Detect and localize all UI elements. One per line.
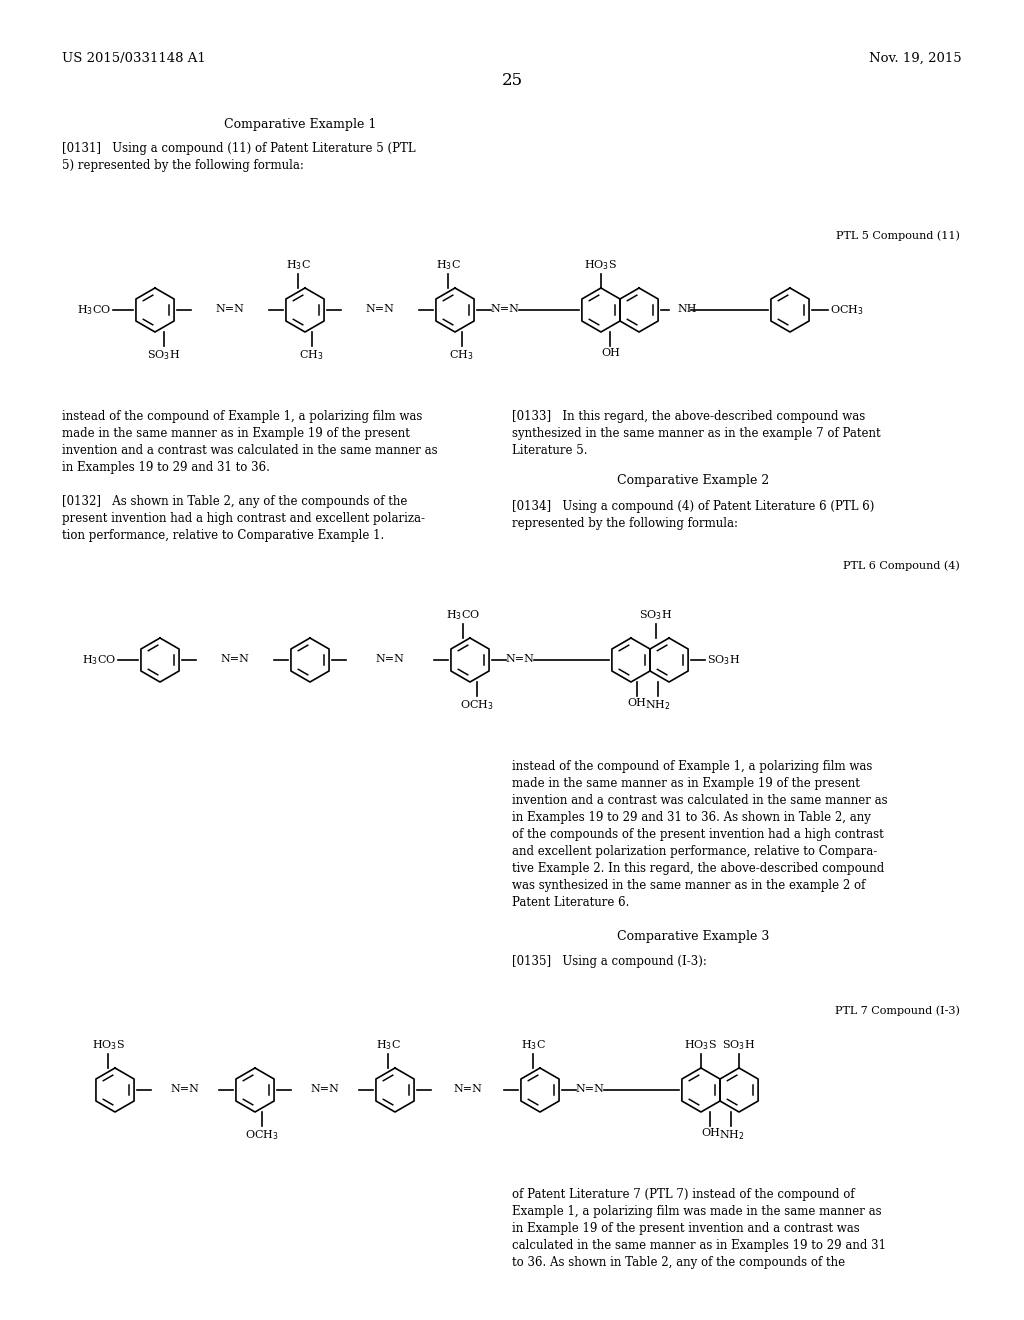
Text: H$_3$CO: H$_3$CO <box>82 653 116 667</box>
Text: CH$_3$: CH$_3$ <box>450 348 474 362</box>
Text: PTL 7 Compound (I-3): PTL 7 Compound (I-3) <box>836 1005 961 1015</box>
Text: [0131]   Using a compound (11) of Patent Literature 5 (PTL
5) represented by the: [0131] Using a compound (11) of Patent L… <box>62 143 416 172</box>
Text: SO$_3$H: SO$_3$H <box>639 609 673 622</box>
Text: Comparative Example 3: Comparative Example 3 <box>616 931 769 942</box>
Text: N=N: N=N <box>310 1084 339 1094</box>
Text: HO$_3$S: HO$_3$S <box>684 1039 718 1052</box>
Text: OCH$_3$: OCH$_3$ <box>460 698 494 711</box>
Text: N=N: N=N <box>366 304 394 314</box>
Text: CH$_3$: CH$_3$ <box>299 348 324 362</box>
Text: SO$_3$H: SO$_3$H <box>707 653 740 667</box>
Text: [0133]   In this regard, the above-described compound was
synthesized in the sam: [0133] In this regard, the above-describ… <box>512 411 881 457</box>
Text: 25: 25 <box>502 73 522 88</box>
Text: NH$_2$: NH$_2$ <box>645 698 671 711</box>
Text: N=N: N=N <box>171 1084 200 1094</box>
Text: OH: OH <box>601 348 620 358</box>
Text: H$_3$C: H$_3$C <box>436 259 461 272</box>
Text: OCH$_3$: OCH$_3$ <box>830 304 863 317</box>
Text: NH: NH <box>677 304 696 314</box>
Text: US 2015/0331148 A1: US 2015/0331148 A1 <box>62 51 206 65</box>
Text: instead of the compound of Example 1, a polarizing film was
made in the same man: instead of the compound of Example 1, a … <box>512 760 888 909</box>
Text: instead of the compound of Example 1, a polarizing film was
made in the same man: instead of the compound of Example 1, a … <box>62 411 437 474</box>
Text: [0132]   As shown in Table 2, any of the compounds of the
present invention had : [0132] As shown in Table 2, any of the c… <box>62 495 425 543</box>
Text: Comparative Example 1: Comparative Example 1 <box>224 117 376 131</box>
Text: PTL 6 Compound (4): PTL 6 Compound (4) <box>843 560 961 570</box>
Text: H$_3$CO: H$_3$CO <box>77 304 111 317</box>
Text: Nov. 19, 2015: Nov. 19, 2015 <box>869 51 962 65</box>
Text: H$_3$CO: H$_3$CO <box>446 609 480 622</box>
Text: Comparative Example 2: Comparative Example 2 <box>616 474 769 487</box>
Text: N=N: N=N <box>216 304 245 314</box>
Text: NH$_2$: NH$_2$ <box>719 1129 744 1142</box>
Text: N=N: N=N <box>220 653 250 664</box>
Text: N=N: N=N <box>490 304 519 314</box>
Text: PTL 5 Compound (11): PTL 5 Compound (11) <box>837 230 961 240</box>
Text: OCH$_3$: OCH$_3$ <box>245 1129 279 1142</box>
Text: N=N: N=N <box>575 1084 604 1094</box>
Text: [0135]   Using a compound (I-3):: [0135] Using a compound (I-3): <box>512 954 707 968</box>
Text: OH: OH <box>701 1129 720 1138</box>
Text: SO$_3$H: SO$_3$H <box>147 348 180 362</box>
Text: H$_3$C: H$_3$C <box>376 1039 400 1052</box>
Text: N=N: N=N <box>506 653 535 664</box>
Text: of Patent Literature 7 (PTL 7) instead of the compound of
Example 1, a polarizin: of Patent Literature 7 (PTL 7) instead o… <box>512 1188 886 1269</box>
Text: H$_3$C: H$_3$C <box>521 1039 546 1052</box>
Text: HO$_3$S: HO$_3$S <box>585 259 617 272</box>
Text: HO$_3$S: HO$_3$S <box>92 1039 125 1052</box>
Text: N=N: N=N <box>453 1084 482 1094</box>
Text: SO$_3$H: SO$_3$H <box>723 1039 756 1052</box>
Text: OH: OH <box>628 698 646 708</box>
Text: N=N: N=N <box>376 653 404 664</box>
Text: [0134]   Using a compound (4) of Patent Literature 6 (PTL 6)
represented by the : [0134] Using a compound (4) of Patent Li… <box>512 500 874 531</box>
Text: H$_3$C: H$_3$C <box>286 259 311 272</box>
